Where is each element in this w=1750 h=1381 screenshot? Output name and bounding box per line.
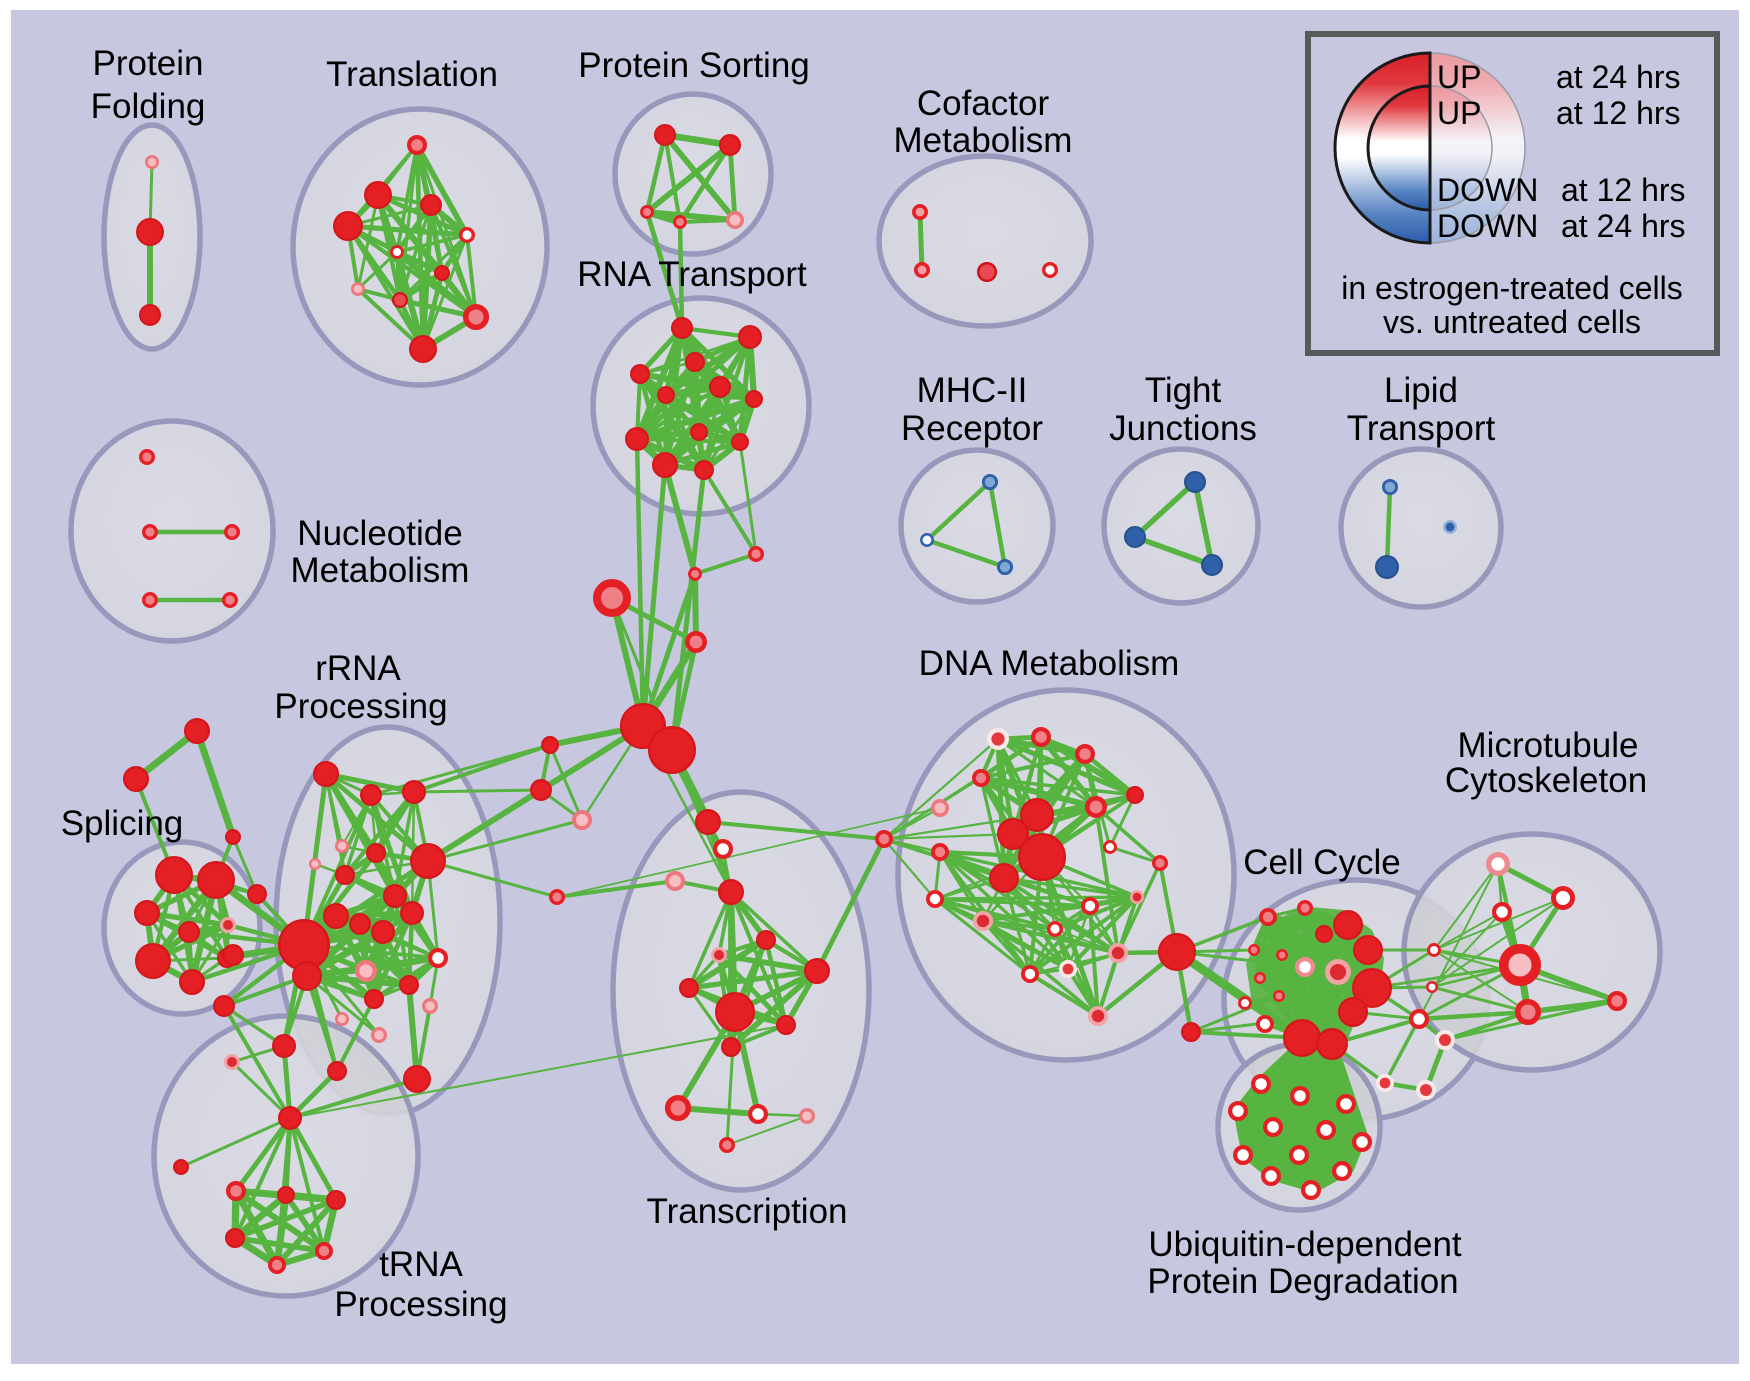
svg-text:Transport: Transport — [1347, 409, 1496, 448]
svg-text:vs. untreated cells: vs. untreated cells — [1383, 304, 1641, 340]
svg-text:UP: UP — [1437, 59, 1481, 95]
svg-text:rRNA: rRNA — [315, 649, 401, 688]
svg-text:Protein Degradation: Protein Degradation — [1147, 1262, 1458, 1301]
svg-text:Processing: Processing — [334, 1285, 507, 1324]
svg-text:Cofactor: Cofactor — [917, 84, 1050, 123]
svg-text:Protein Sorting: Protein Sorting — [578, 46, 810, 85]
svg-text:at 12 hrs: at 12 hrs — [1561, 172, 1686, 208]
svg-text:Cytoskeleton: Cytoskeleton — [1445, 761, 1647, 800]
svg-text:Junctions: Junctions — [1109, 409, 1257, 448]
svg-text:RNA Transport: RNA Transport — [577, 255, 807, 294]
svg-text:Protein: Protein — [93, 44, 204, 83]
svg-text:Metabolism: Metabolism — [291, 551, 470, 590]
svg-text:Folding: Folding — [91, 87, 206, 126]
svg-text:Splicing: Splicing — [61, 804, 184, 843]
svg-text:Ubiquitin-dependent: Ubiquitin-dependent — [1148, 1225, 1462, 1264]
svg-text:MHC-II: MHC-II — [917, 371, 1028, 410]
svg-text:DNA Metabolism: DNA Metabolism — [919, 644, 1180, 683]
svg-text:Tight: Tight — [1145, 371, 1222, 410]
svg-text:Lipid: Lipid — [1384, 371, 1458, 410]
svg-text:Metabolism: Metabolism — [894, 121, 1073, 160]
svg-text:Microtubule: Microtubule — [1458, 726, 1639, 765]
svg-text:Transcription: Transcription — [647, 1192, 848, 1231]
svg-text:Translation: Translation — [326, 55, 498, 94]
svg-text:at 12 hrs: at 12 hrs — [1556, 95, 1681, 131]
svg-text:Receptor: Receptor — [901, 409, 1043, 448]
svg-text:at 24 hrs: at 24 hrs — [1561, 208, 1686, 244]
svg-text:DOWN: DOWN — [1437, 172, 1538, 208]
svg-text:tRNA: tRNA — [379, 1245, 463, 1284]
svg-text:UP: UP — [1437, 95, 1481, 131]
svg-text:in estrogen-treated cells: in estrogen-treated cells — [1341, 270, 1683, 306]
svg-text:Nucleotide: Nucleotide — [297, 514, 462, 553]
svg-text:Cell Cycle: Cell Cycle — [1243, 843, 1401, 882]
svg-text:at 24 hrs: at 24 hrs — [1556, 59, 1681, 95]
svg-text:DOWN: DOWN — [1437, 208, 1538, 244]
svg-text:Processing: Processing — [274, 687, 447, 726]
